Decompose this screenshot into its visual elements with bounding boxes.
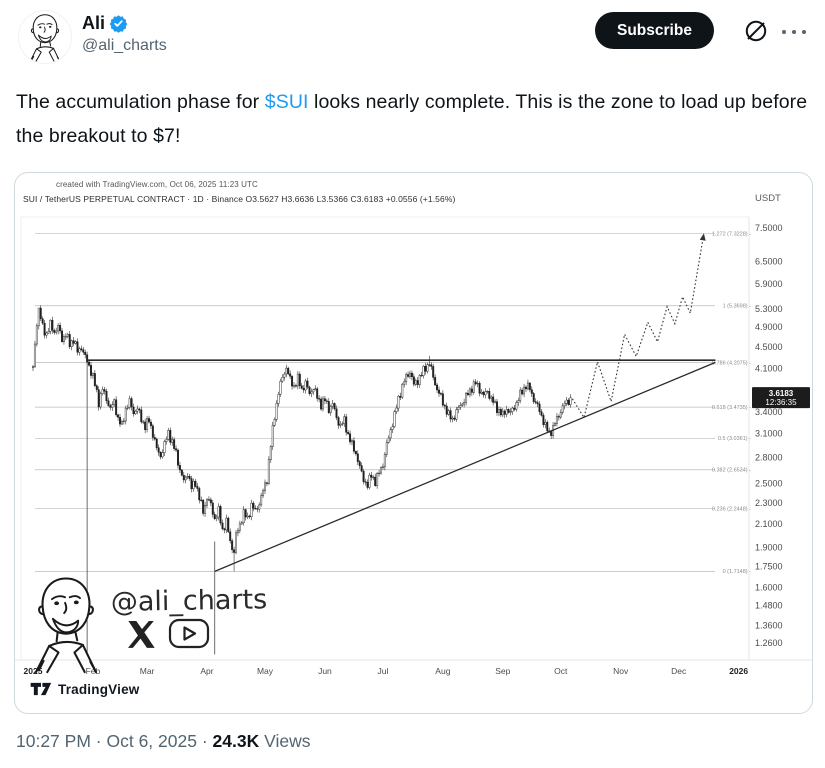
author-name: Ali — [82, 13, 106, 33]
ali-sketch-avatar — [19, 11, 71, 63]
price-tick-label: 2.8000 — [755, 452, 783, 462]
price-tick-label: 1.9000 — [755, 543, 783, 553]
tweet-text: The accumulation phase for $SUI looks ne… — [16, 86, 814, 153]
tradingview-logo-icon — [30, 682, 52, 696]
footer-sep1: · — [95, 731, 102, 751]
time-tick-label: 2025 — [24, 666, 43, 676]
subscribe-button[interactable]: Subscribe — [595, 12, 714, 49]
time-tick-label: Mar — [140, 666, 155, 676]
fib-label: 1.272 (7.3228) - — [712, 231, 751, 237]
grok-icon — [745, 20, 767, 42]
time-tick-label: Apr — [200, 666, 213, 676]
price-tick-label: 1.6000 — [755, 582, 783, 592]
price-tick-label: 2.1000 — [755, 519, 783, 529]
fib-label: 0.618 (3.4735) - — [712, 405, 751, 411]
projection-path — [571, 233, 705, 420]
price-tick-label: 4.9000 — [755, 322, 783, 332]
more-dots-icon — [782, 30, 806, 34]
ascending-trendline — [214, 361, 716, 572]
last-price-value: 3.6183 — [769, 389, 794, 398]
time-tick-label: Aug — [435, 666, 450, 676]
author-handle[interactable]: @ali_charts — [82, 37, 167, 54]
time-tick-label: Nov — [613, 666, 629, 676]
price-tick-label: 1.4800 — [755, 601, 783, 611]
time-axis: 2025 Feb Mar Apr May Jun Jul Aug Sep Oct Nov Dec 202… — [24, 666, 749, 676]
post-time: 10:27 PM — [16, 731, 91, 751]
verified-badge-icon — [109, 15, 128, 33]
youtube-play-icon — [168, 618, 210, 649]
post-date: Oct 6, 2025 — [106, 731, 197, 751]
chart-watermark: @ali_charts — [35, 577, 268, 674]
tweet-text-part1: The accumulation phase for — [16, 91, 265, 113]
more-options-button[interactable] — [780, 24, 808, 38]
author-name-row[interactable]: Ali — [82, 13, 167, 34]
price-tick-label: 4.1000 — [755, 364, 783, 374]
currency-label: USDT — [755, 193, 781, 204]
price-tick-label: 5.9000 — [755, 279, 783, 289]
tweet-text-line2: to load up before the breakout to $7! — [16, 91, 808, 147]
fib-levels: 1.272 (7.3228) - 1 (5.3698) - 0.786 (4.207… — [35, 231, 751, 575]
price-tick-label: 3.1000 — [755, 429, 783, 439]
price-tick-label: 1.2600 — [755, 638, 783, 648]
views-label: Views — [264, 731, 311, 751]
price-tick-label: 1.3600 — [755, 620, 783, 630]
author-block: Ali @ali_charts — [82, 13, 167, 55]
time-tick-label: 2026 — [729, 666, 748, 676]
avatar[interactable] — [18, 10, 72, 64]
price-tick-label: 2.5000 — [755, 479, 783, 489]
grok-button[interactable] — [743, 18, 769, 44]
projection-arrowhead — [699, 233, 706, 241]
price-tick-label: 2.3000 — [755, 498, 783, 508]
fib-label: 1 (5.3698) - — [723, 304, 752, 310]
fib-label: 0 (1.7148) - — [723, 569, 752, 575]
chart-symbol-line: SUI / TetherUS PERPETUAL CONTRACT · 1D ·… — [23, 194, 456, 204]
chart-created-line: created with TradingView.com, Oct 06, 20… — [56, 180, 258, 189]
fib-label: 0.382 (2.6534) - — [712, 468, 751, 474]
price-chart: 1.272 (7.3228) - 1 (5.3698) - 0.786 (4.207… — [15, 193, 812, 676]
bar-countdown: 12:36:35 — [765, 398, 797, 407]
price-axis: USDT 7.5000 6.5000 5.9000 5.3000 4.9000 4.5000… — [755, 193, 783, 648]
tradingview-label: TradingView — [58, 681, 140, 697]
price-tick-label: 6.5000 — [755, 256, 783, 266]
fib-label: 0.786 (4.2075) - — [712, 360, 751, 366]
price-tick-label: 7.5000 — [755, 223, 783, 233]
watermark-handle: @ali_charts — [111, 584, 268, 618]
time-tick-label: Feb — [86, 666, 101, 676]
footer-sep2: · — [201, 731, 208, 751]
time-tick-label: Oct — [554, 666, 568, 676]
chart-media-card[interactable]: 1.272 (7.3228) - 1 (5.3698) - 0.786 (4.207… — [14, 172, 813, 714]
price-tick-label: 1.7500 — [755, 562, 783, 572]
time-tick-label: May — [257, 666, 274, 676]
candles — [32, 305, 572, 572]
price-tick-label: 3.4000 — [755, 407, 783, 417]
price-tick-label: 5.3000 — [755, 304, 783, 314]
tweet-text-part2: looks nearly complete. This is the zone — [308, 91, 654, 113]
time-tick-label: Jul — [377, 666, 388, 676]
time-tick-label: Dec — [671, 666, 687, 676]
tweet-footer: 10:27 PM · Oct 6, 2025 · 24.3K Views — [16, 731, 311, 752]
fib-label: 0.5 (3.0361) - — [718, 436, 751, 442]
time-tick-label: Jun — [318, 666, 332, 676]
fib-label: 0.236 (2.2448) - — [712, 506, 751, 512]
x-logo-icon — [128, 621, 155, 648]
cashtag-sui-link[interactable]: $SUI — [264, 91, 309, 113]
time-tick-label: Sep — [495, 666, 510, 676]
views-count: 24.3K — [212, 731, 260, 751]
price-tick-label: 4.5000 — [755, 342, 783, 352]
tradingview-brand: TradingView — [30, 681, 139, 697]
